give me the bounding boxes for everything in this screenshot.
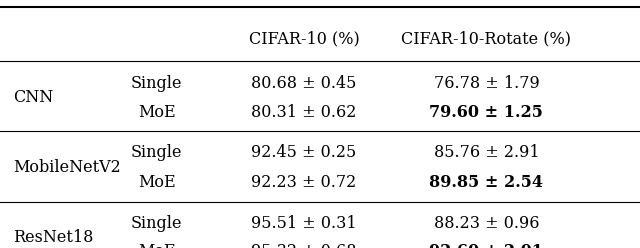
Text: Single: Single xyxy=(131,75,182,92)
Text: MoE: MoE xyxy=(138,243,175,248)
Text: MoE: MoE xyxy=(138,104,175,121)
Text: CIFAR-10-Rotate (%): CIFAR-10-Rotate (%) xyxy=(401,30,572,47)
Text: MobileNetV2: MobileNetV2 xyxy=(13,159,120,176)
Text: 85.76 ± 2.91: 85.76 ± 2.91 xyxy=(433,144,540,161)
Text: ResNet18: ResNet18 xyxy=(13,229,93,246)
Text: CIFAR-10 (%): CIFAR-10 (%) xyxy=(248,30,360,47)
Text: 95.51 ± 0.31: 95.51 ± 0.31 xyxy=(251,215,357,232)
Text: 95.32 ± 0.68: 95.32 ± 0.68 xyxy=(252,243,356,248)
Text: 92.23 ± 0.72: 92.23 ± 0.72 xyxy=(252,174,356,191)
Text: 92.45 ± 0.25: 92.45 ± 0.25 xyxy=(252,144,356,161)
Text: CNN: CNN xyxy=(13,90,53,106)
Text: 88.23 ± 0.96: 88.23 ± 0.96 xyxy=(434,215,539,232)
Text: Single: Single xyxy=(131,215,182,232)
Text: 76.78 ± 1.79: 76.78 ± 1.79 xyxy=(433,75,540,92)
Text: 80.31 ± 0.62: 80.31 ± 0.62 xyxy=(252,104,356,121)
Text: 92.60 ± 2.01: 92.60 ± 2.01 xyxy=(429,243,543,248)
Text: 89.85 ± 2.54: 89.85 ± 2.54 xyxy=(429,174,543,191)
Text: Single: Single xyxy=(131,144,182,161)
Text: 80.68 ± 0.45: 80.68 ± 0.45 xyxy=(252,75,356,92)
Text: MoE: MoE xyxy=(138,174,175,191)
Text: 79.60 ± 1.25: 79.60 ± 1.25 xyxy=(429,104,543,121)
